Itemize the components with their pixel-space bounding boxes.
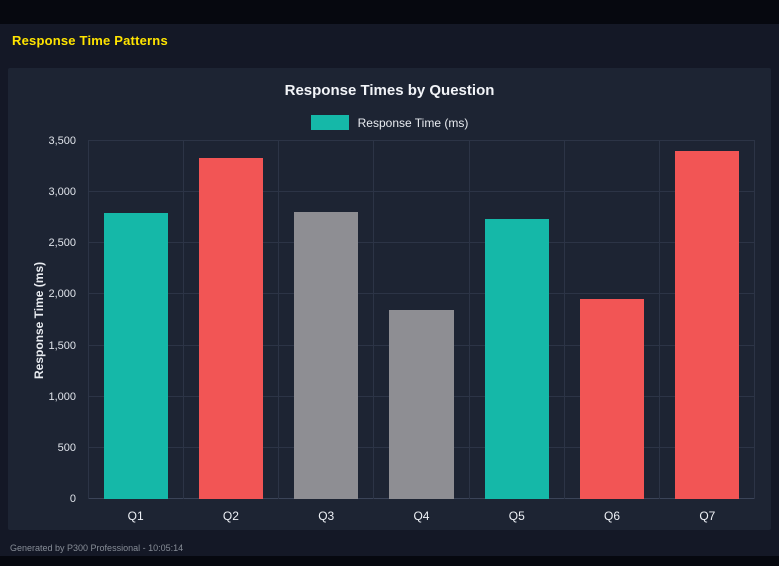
plot-area (88, 140, 755, 499)
y-tick-label: 1,500 (48, 339, 76, 352)
plot-column (88, 141, 183, 499)
y-tick-label: 1,000 (48, 390, 76, 403)
bar-q4 (389, 309, 454, 499)
y-tick-label: 500 (57, 441, 76, 454)
plot-columns (88, 141, 755, 499)
y-tick-label: 3,000 (48, 186, 76, 199)
bar-q1 (104, 212, 169, 499)
x-tick-label: Q5 (508, 509, 525, 523)
y-tick-label: 0 (69, 493, 76, 505)
bar-q7 (674, 151, 739, 499)
bar-q3 (294, 211, 359, 499)
bar-q6 (579, 298, 644, 499)
chart-title: Response Times by Question (284, 82, 495, 99)
x-tick-label: Q3 (318, 509, 335, 523)
x-tick-label: Q7 (699, 509, 716, 523)
legend-label: Response Time (ms) (357, 115, 469, 130)
legend-item[interactable]: Response Time (ms) (8, 115, 771, 130)
x-axis-labels: Q1 Q2 Q3 Q4 Q5 Q6 Q7 (88, 509, 755, 523)
footer-note: Generated by P300 Professional - 10:05:1… (10, 543, 184, 553)
x-tick-label: Q1 (127, 509, 144, 523)
gridline (88, 191, 755, 193)
chart-panel: Response Times by Question Response Time… (8, 68, 771, 530)
plot-column (468, 141, 564, 499)
x-tick-label: Q2 (222, 509, 239, 523)
bottom-bar (0, 556, 779, 566)
y-tick-label: 3,500 (48, 135, 76, 147)
x-tick-label: Q6 (604, 509, 621, 523)
y-tick-label: 2,000 (48, 288, 76, 301)
x-tick-label: Q4 (413, 509, 430, 523)
page-title: Response Time Patterns (12, 33, 168, 48)
plot-column (373, 141, 468, 499)
gridline (88, 140, 755, 141)
plot-column (278, 141, 373, 499)
legend-swatch-icon (310, 115, 349, 130)
gridline (88, 242, 755, 244)
gridline (88, 293, 755, 295)
y-axis-ticks: 0 500 1,000 1,500 2,000 2,500 3,000 3,500 (8, 135, 82, 505)
plot-column (563, 141, 659, 499)
plot-column (183, 141, 278, 499)
bar-q5 (484, 218, 549, 499)
top-bar (0, 0, 779, 24)
y-tick-label: 2,500 (48, 237, 76, 250)
plot-column (658, 141, 755, 499)
bar-q2 (199, 158, 264, 499)
